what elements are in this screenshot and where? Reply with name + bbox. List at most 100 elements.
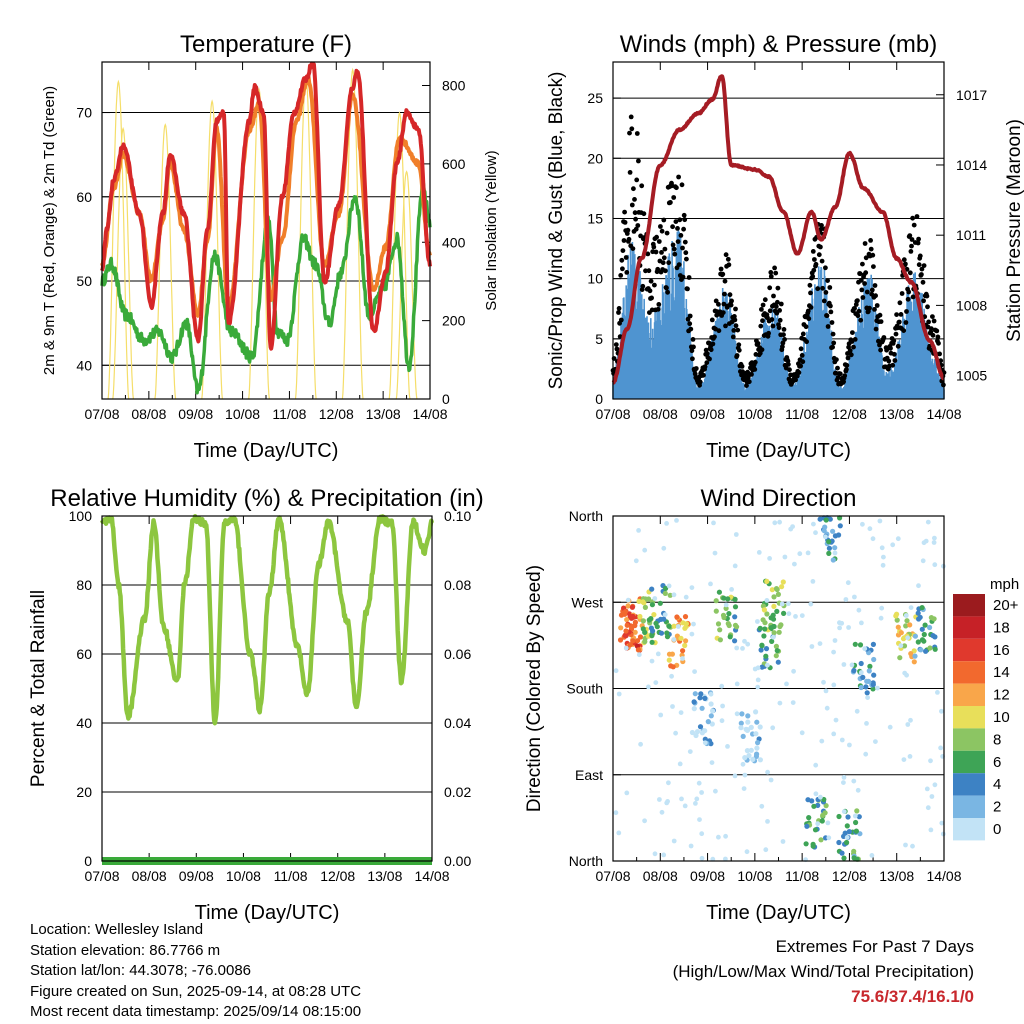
direction-point xyxy=(777,519,782,525)
direction-point xyxy=(825,820,831,826)
direction-point xyxy=(642,604,649,611)
gust-point xyxy=(893,331,899,337)
gust-point xyxy=(919,272,924,277)
direction-point xyxy=(625,597,631,603)
gust-point xyxy=(852,306,857,311)
gust-point xyxy=(924,293,930,299)
direction-point xyxy=(740,646,745,651)
direction-point xyxy=(940,831,946,837)
gust-point xyxy=(837,371,843,377)
direction-point xyxy=(741,786,747,791)
gust-point xyxy=(871,264,876,269)
direction-point xyxy=(689,585,695,590)
direction-point xyxy=(712,550,718,556)
gust-point xyxy=(781,332,786,338)
direction-point xyxy=(771,630,777,636)
gust-point xyxy=(819,223,824,228)
direction-point xyxy=(642,629,648,636)
x-tick-label: 12/08 xyxy=(832,868,867,884)
direction-point xyxy=(634,638,641,644)
direction-point xyxy=(674,518,679,523)
gust-point xyxy=(852,337,858,342)
direction-point xyxy=(846,829,852,835)
gust-point xyxy=(629,202,635,208)
gust-point xyxy=(639,183,645,189)
direction-point xyxy=(930,633,936,639)
direction-point xyxy=(858,660,864,667)
x-tick-label: 10/08 xyxy=(225,406,260,422)
gust-point xyxy=(811,267,817,273)
station-latlon: Station lat/lon: 44.3078; -76.0086 xyxy=(30,962,252,979)
direction-point xyxy=(854,708,860,714)
station-pressure-line xyxy=(611,74,946,385)
direction-point xyxy=(664,634,671,640)
direction-point xyxy=(673,730,678,736)
direction-point xyxy=(818,837,824,843)
gust-point xyxy=(707,356,712,362)
direction-point xyxy=(616,691,622,697)
gust-point xyxy=(622,209,627,215)
gust-point xyxy=(635,223,641,228)
gust-point xyxy=(806,316,812,322)
gust-point xyxy=(614,346,620,352)
direction-point xyxy=(655,651,661,657)
direction-point xyxy=(624,617,630,623)
gust-point xyxy=(915,240,921,246)
direction-point xyxy=(702,740,708,746)
direction-point xyxy=(682,642,688,649)
y-tick-label: 15 xyxy=(587,210,603,226)
gust-point xyxy=(907,270,913,276)
legend-label: 16 xyxy=(993,642,1010,659)
x-tick-label: 07/08 xyxy=(595,406,630,422)
gust-point xyxy=(682,217,688,223)
gust-point xyxy=(909,243,914,249)
direction-point xyxy=(810,579,816,584)
gust-point xyxy=(780,340,786,346)
direction-point xyxy=(754,745,760,751)
direction-point xyxy=(769,638,775,645)
gust-point xyxy=(736,347,742,353)
humidity-precip-panel: Relative Humidity (%) & Precipitation (i… xyxy=(28,485,484,924)
direction-point xyxy=(711,520,716,526)
direction-point xyxy=(826,545,833,551)
gust-point xyxy=(674,185,679,191)
gust-point xyxy=(818,244,823,250)
direction-point xyxy=(781,610,787,617)
legend-swatch xyxy=(953,638,985,662)
direction-point xyxy=(677,761,683,767)
direction-point xyxy=(915,610,921,616)
gust-point xyxy=(819,258,825,264)
direction-point xyxy=(831,682,837,688)
legend-swatch xyxy=(953,683,985,706)
gust-point xyxy=(653,249,659,255)
direction-point xyxy=(662,612,668,617)
gust-point xyxy=(670,224,675,230)
direction-point xyxy=(691,699,697,705)
direction-point xyxy=(808,601,814,607)
gust-point xyxy=(834,357,839,362)
direction-point xyxy=(683,621,690,627)
gust-point xyxy=(739,364,745,369)
direction-point xyxy=(726,622,732,629)
direction-point xyxy=(657,600,663,606)
x-tick-label: 11/08 xyxy=(785,868,819,884)
direction-point xyxy=(723,602,729,608)
direction-point xyxy=(837,625,842,631)
gust-point xyxy=(775,285,781,291)
direction-point xyxy=(919,605,925,611)
gust-point xyxy=(649,307,655,313)
gust-point xyxy=(910,294,916,300)
gust-point xyxy=(759,347,765,353)
gust-point xyxy=(616,310,621,315)
direction-point xyxy=(780,579,786,585)
direction-point xyxy=(839,850,845,856)
gust-point xyxy=(718,266,724,272)
direction-point xyxy=(658,630,665,636)
gust-point xyxy=(775,299,780,305)
direction-point xyxy=(719,683,725,689)
direction-point xyxy=(692,691,698,697)
gust-point xyxy=(760,318,765,324)
direction-point xyxy=(687,749,693,754)
legend-swatch xyxy=(953,706,985,729)
gust-point xyxy=(643,268,648,274)
